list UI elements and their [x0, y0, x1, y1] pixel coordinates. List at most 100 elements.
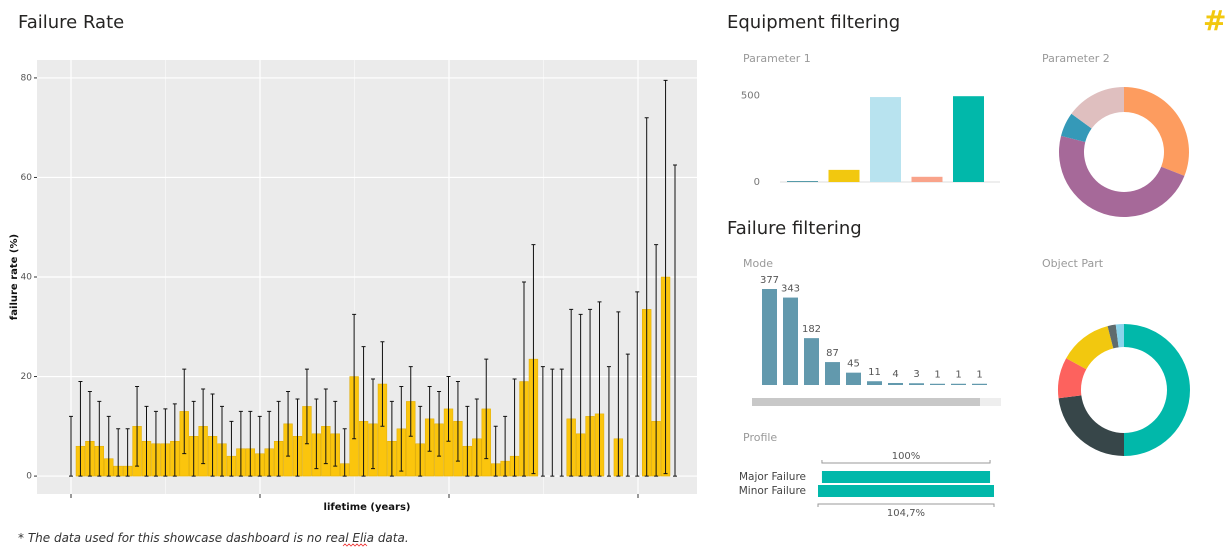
- spell-underline: [342, 543, 368, 547]
- chart-title: Object Part: [1042, 257, 1104, 270]
- error-bar: [333, 400, 338, 467]
- error-bar: [229, 420, 234, 477]
- error-bar: [644, 117, 649, 477]
- data-label: 4: [892, 369, 898, 380]
- error-bar: [625, 353, 630, 477]
- error-bar: [465, 405, 470, 477]
- bar: [821, 471, 991, 483]
- donut-slice: [1059, 135, 1185, 217]
- icon[interactable]: #: [1203, 4, 1226, 37]
- error-bar: [616, 311, 621, 477]
- error-bar: [323, 388, 328, 465]
- error-bar: [606, 366, 611, 477]
- error-bar: [286, 390, 291, 457]
- error-bar: [276, 400, 281, 477]
- error-bar: [597, 301, 602, 477]
- error-bar: [446, 376, 451, 442]
- bar: [828, 169, 860, 182]
- section-title: Failure filtering: [727, 218, 862, 239]
- error-bar: [380, 341, 385, 427]
- y-tick-label: 80: [21, 73, 33, 83]
- bar: [888, 382, 903, 384]
- error-bar: [673, 164, 677, 477]
- error-bar: [408, 366, 413, 437]
- bar: [911, 176, 943, 182]
- scrollbar-thumb[interactable]: [752, 398, 980, 406]
- data-label: 182: [802, 324, 821, 335]
- data-label: 11: [868, 367, 881, 378]
- footnote-text: data.: [374, 531, 409, 545]
- y-tick-label: 0: [26, 472, 32, 482]
- data-label: 3: [913, 369, 919, 380]
- y-tick-label: 20: [21, 372, 33, 382]
- data-label: 87: [826, 348, 839, 359]
- error-bar: [314, 398, 319, 470]
- error-bar: [569, 308, 574, 477]
- data-label: 377: [760, 275, 779, 286]
- donut-slice: [1115, 324, 1124, 348]
- donut-slice: [1058, 395, 1124, 456]
- error-bar: [559, 368, 564, 477]
- error-bar: [153, 410, 158, 477]
- error-bar: [455, 381, 460, 462]
- error-bar: [399, 385, 404, 472]
- error-bar: [201, 388, 206, 465]
- donut-slice: [1107, 324, 1119, 349]
- error-bar: [522, 281, 526, 477]
- donut-slice: [1058, 358, 1087, 399]
- chart-title: Failure Rate: [18, 12, 124, 33]
- error-bar: [474, 398, 479, 477]
- x-axis-label: lifetime (years): [324, 502, 411, 513]
- error-bar: [342, 428, 347, 477]
- bar: [909, 383, 924, 384]
- donut-slice: [1124, 87, 1189, 176]
- bar: [762, 289, 777, 384]
- error-bar: [87, 390, 92, 477]
- bar: [846, 372, 861, 384]
- y-axis-label: failure rate (%): [9, 234, 20, 320]
- error-bar: [163, 408, 168, 477]
- bar: [787, 181, 818, 182]
- donut-slice: [1066, 326, 1114, 370]
- error-bar: [371, 378, 375, 470]
- bar: [783, 297, 798, 384]
- y-tick-label: 60: [21, 173, 33, 183]
- error-bar: [484, 358, 489, 460]
- donut-slice: [1124, 324, 1190, 456]
- error-bar: [257, 415, 262, 477]
- error-bar: [172, 403, 177, 477]
- chart-title: Mode: [743, 257, 773, 270]
- bar: [825, 362, 840, 384]
- error-bar: [503, 415, 508, 477]
- donut-slice: [1061, 113, 1092, 143]
- chart-title: Parameter 2: [1042, 52, 1110, 65]
- chart-title: Profile: [743, 431, 777, 444]
- data-label: 343: [781, 284, 800, 295]
- y-tick-label: 500: [741, 90, 760, 101]
- category-label: Minor Failure: [739, 485, 806, 497]
- error-bar: [578, 313, 583, 477]
- data-label: 45: [847, 359, 860, 370]
- error-bar: [304, 368, 309, 445]
- error-bar: [588, 308, 593, 477]
- error-bar: [238, 410, 243, 477]
- bracket: [817, 503, 995, 507]
- error-bar: [663, 79, 668, 475]
- footnote: * The data used for this showcase dashbo…: [18, 531, 409, 545]
- error-bar: [550, 368, 555, 477]
- error-bar: [361, 346, 366, 477]
- data-label: 1: [934, 370, 940, 381]
- error-bar: [116, 428, 121, 477]
- section-title: Equipment filtering: [727, 12, 900, 33]
- footnote-text: Elia: [352, 531, 374, 545]
- error-bar: [352, 313, 357, 440]
- error-bar: [418, 405, 423, 477]
- y-tick-label: 40: [21, 273, 33, 283]
- bracket: [821, 460, 991, 464]
- data-label: 1: [955, 370, 961, 381]
- error-bar: [78, 381, 83, 477]
- error-bar: [125, 428, 130, 477]
- error-bar: [220, 405, 224, 477]
- error-bar: [182, 368, 187, 455]
